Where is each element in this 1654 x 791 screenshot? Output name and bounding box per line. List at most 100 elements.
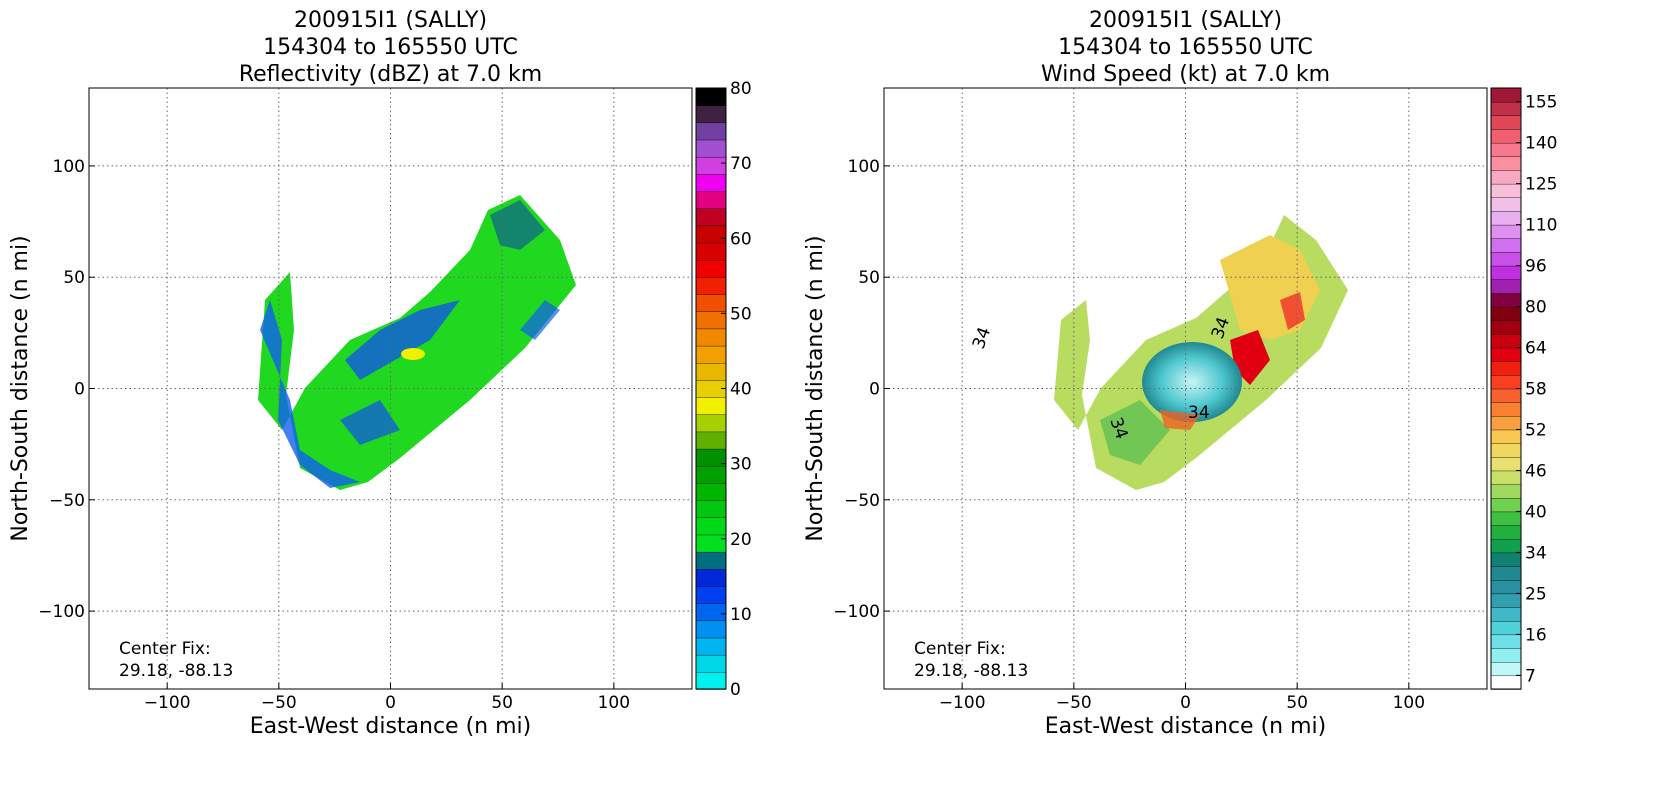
x-tick-label: 100	[1393, 693, 1425, 713]
chart-title: 200915I1 (SALLY)	[294, 8, 487, 33]
colorbar-bin	[1490, 224, 1522, 239]
colorbar-tick-label: 40	[1525, 502, 1547, 522]
y-axis-label: North-South distance (n mi)	[803, 235, 828, 541]
x-tick-label: −50	[261, 693, 297, 713]
colorbar-bin	[1490, 374, 1522, 390]
colorbar-bin	[695, 190, 727, 209]
y-tick-label: −50	[49, 491, 85, 511]
colorbar-bin	[695, 654, 727, 673]
colorbar-tick-label: 0	[730, 680, 741, 700]
colorbar-bin	[1490, 279, 1522, 294]
colorbar-bin	[1490, 415, 1522, 431]
colorbar-tick-label: 16	[1525, 625, 1547, 645]
contour-label: 34	[1188, 403, 1210, 423]
colorbar-bin	[695, 534, 727, 553]
colorbar-bin	[1490, 442, 1522, 458]
colorbar-bin	[1490, 606, 1522, 622]
x-tick-label: 100	[598, 693, 630, 713]
x-tick-label: 50	[491, 693, 513, 713]
colorbar-bin	[1490, 251, 1522, 267]
y-tick-label: 0	[74, 380, 85, 400]
colorbar-bin	[1490, 333, 1522, 349]
colorbar-bin	[695, 104, 727, 124]
colorbar-bin	[1490, 634, 1522, 649]
colorbar-bin	[1490, 347, 1522, 362]
colorbar-bin	[1490, 497, 1522, 513]
y-tick-label: −100	[38, 602, 85, 622]
x-tick-label: −100	[144, 693, 191, 713]
colorbar-bin	[695, 602, 727, 622]
y-tick-label: 50	[858, 268, 880, 288]
colorbar-bin	[695, 671, 727, 690]
y-tick-label: −100	[833, 602, 880, 622]
wind-field	[1054, 215, 1348, 490]
colorbar-tick-label: 96	[1525, 257, 1547, 277]
colorbar-tick-label: 125	[1525, 175, 1557, 195]
colorbar-bin	[1490, 101, 1522, 117]
colorbar-bin	[1490, 483, 1522, 499]
colorbar-bin	[1490, 511, 1522, 526]
colorbar-bin	[1490, 115, 1522, 130]
plot-frame	[88, 87, 693, 690]
colorbar-tick-label: 58	[1525, 380, 1547, 400]
colorbar-bin	[695, 431, 727, 450]
colorbar-bin	[1490, 128, 1522, 144]
colorbar-tick-label: 155	[1525, 93, 1557, 113]
colorbar-tick-label: 52	[1525, 420, 1547, 440]
colorbar-tick-label: 80	[730, 79, 752, 99]
colorbar-bin	[695, 585, 727, 604]
colorbar-bin	[1490, 470, 1522, 485]
colorbar-bin	[1490, 320, 1522, 335]
colorbar-tick-label: 46	[1525, 461, 1547, 481]
colorbar-bin	[1490, 265, 1522, 280]
colorbar-tick-label: 20	[730, 530, 752, 550]
colorbar-bin	[1490, 429, 1522, 444]
colorbar-bin	[695, 637, 727, 656]
colorbar-bin	[1490, 183, 1522, 198]
colorbar-bin	[1490, 401, 1522, 417]
colorbar-bin	[695, 396, 727, 415]
chart-title: Wind Speed (kt) at 7.0 km	[1041, 62, 1330, 87]
colorbar-bin	[1490, 238, 1522, 253]
colorbar-bin	[1490, 661, 1522, 677]
colorbar-bin	[695, 345, 727, 364]
colorbar-bin	[1490, 156, 1522, 171]
x-tick-label: 50	[1286, 693, 1308, 713]
x-tick-label: −50	[1056, 693, 1092, 713]
colorbar-tick-label: 10	[730, 605, 752, 625]
colorbar-bin	[695, 276, 727, 295]
colorbar-bin	[695, 122, 727, 141]
colorbar-tick-label: 34	[1525, 543, 1547, 563]
colorbar-bin	[1490, 593, 1522, 608]
colorbar-bin	[695, 173, 727, 192]
colorbar-tick-label: 40	[730, 380, 752, 400]
colorbar-bin	[1490, 292, 1522, 308]
colorbar-bin	[695, 87, 727, 106]
colorbar-bin	[1490, 647, 1522, 663]
colorbar-bin	[1490, 538, 1522, 554]
colorbar-bin	[1490, 675, 1522, 690]
colorbar-bin	[695, 139, 727, 158]
colorbar-bin	[695, 259, 727, 278]
colorbar-bin	[1490, 142, 1522, 157]
colorbar-bin	[695, 328, 727, 347]
colorbar-bin	[1490, 197, 1522, 212]
plot-frame	[883, 87, 1488, 690]
colorbar-tick-label: 80	[1525, 298, 1547, 318]
colorbar-bin	[695, 568, 727, 587]
annotation: 29.18, -88.13	[914, 661, 1028, 681]
colorbar-tick-label: 50	[730, 304, 752, 324]
colorbar-bin	[1490, 87, 1522, 103]
x-axis-label: East-West distance (n mi)	[1045, 714, 1326, 739]
colorbar-bin	[695, 499, 727, 518]
y-tick-label: 100	[848, 157, 880, 177]
x-tick-label: −100	[939, 693, 986, 713]
colorbar-bin	[695, 225, 727, 244]
colorbar-bin	[695, 207, 727, 227]
colorbar-tick-label: 70	[730, 154, 752, 174]
y-tick-label: 0	[869, 380, 880, 400]
colorbar-bin	[1490, 388, 1522, 403]
colorbar-bin	[1490, 620, 1522, 636]
x-tick-label: 0	[1180, 693, 1191, 713]
colorbar-bin	[1490, 456, 1522, 472]
